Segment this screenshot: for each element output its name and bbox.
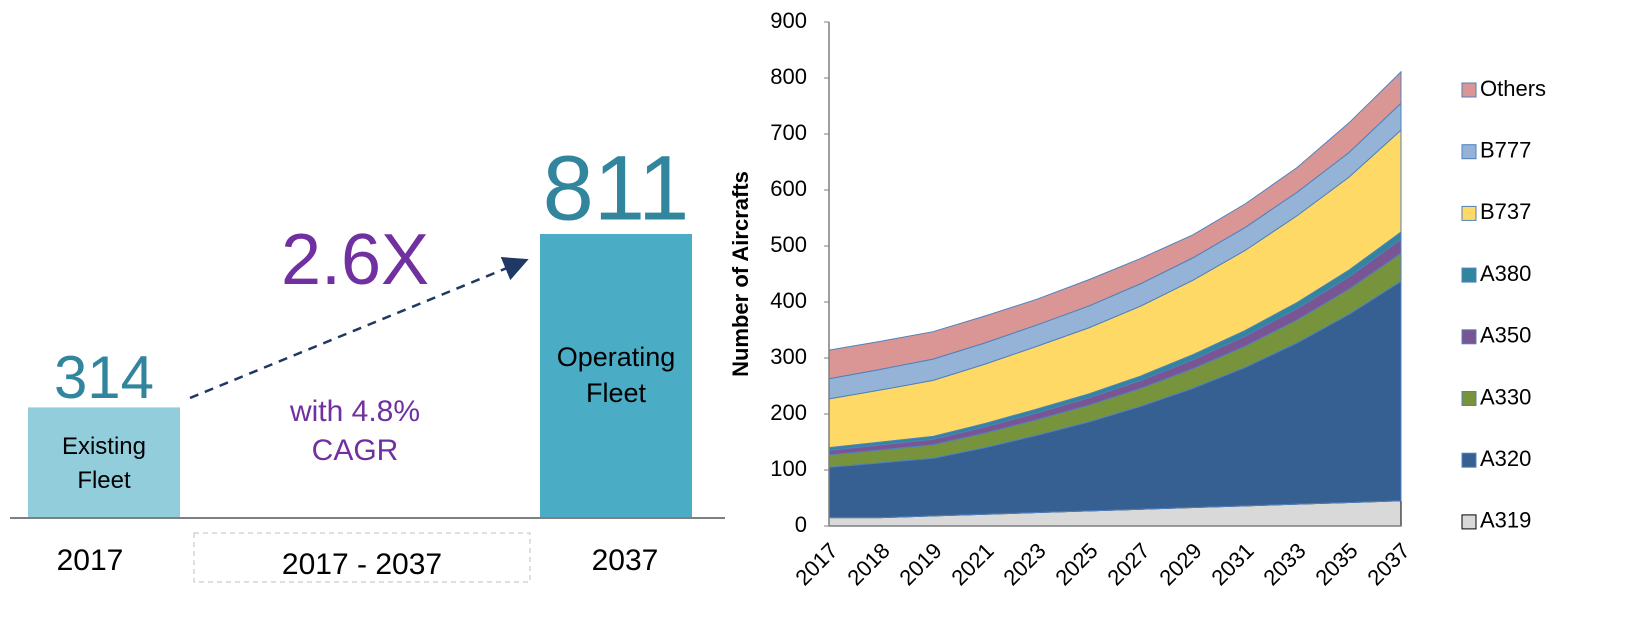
bar xyxy=(28,407,180,517)
period-box xyxy=(193,532,531,583)
x-tick-label: 2037 xyxy=(1362,538,1414,590)
y-tick-label: 300 xyxy=(770,344,807,369)
y-tick-label: 800 xyxy=(770,64,807,89)
legend-swatch xyxy=(1461,391,1477,406)
x-tick-label: 2031 xyxy=(1206,538,1258,590)
x-tick-label: 2027 xyxy=(1102,538,1154,590)
legend-label: A320 xyxy=(1480,446,1531,471)
y-tick-label: 500 xyxy=(770,232,807,257)
x-tick-label: 2023 xyxy=(998,538,1050,590)
bar-value: 314 xyxy=(54,344,154,411)
legend-swatch xyxy=(1461,452,1477,468)
legend-label: A350 xyxy=(1480,323,1531,348)
x-tick-label: 2017 xyxy=(57,544,124,577)
legend-label: A330 xyxy=(1480,384,1531,409)
x-tick-label: 2029 xyxy=(1154,538,1206,590)
y-tick-label: 400 xyxy=(770,288,807,313)
legend-swatch xyxy=(1461,144,1477,160)
bar-label: Existing Fleet xyxy=(61,433,147,494)
growth-note: with 4.8% CAGR xyxy=(289,395,421,467)
growth-arrow xyxy=(189,257,529,400)
y-tick-label: 100 xyxy=(770,456,807,481)
y-tick-label: 0 xyxy=(795,512,807,537)
x-tick-label: 2033 xyxy=(1258,538,1310,590)
legend-swatch xyxy=(1461,82,1477,98)
y-tick-label: 600 xyxy=(770,176,807,201)
legend-label: Others xyxy=(1480,76,1546,101)
multiplier: 2.6X xyxy=(281,220,429,300)
legend-swatch xyxy=(1461,205,1477,221)
bar-value: 811 xyxy=(543,138,690,240)
y-tick-label: 900 xyxy=(770,8,807,33)
bar xyxy=(540,233,692,517)
x-tick-label: 2037 xyxy=(592,544,659,577)
legend-label: B777 xyxy=(1480,138,1531,163)
legend-label: B737 xyxy=(1480,199,1531,224)
legend-swatch xyxy=(1461,514,1477,530)
x-tick-label: 2035 xyxy=(1310,538,1362,590)
x-tick-label: 2017 xyxy=(790,538,842,590)
y-axis-label: Number of Aircrafts xyxy=(728,171,753,377)
legend-label: A380 xyxy=(1480,261,1531,286)
legend-label: A319 xyxy=(1480,508,1531,533)
legend-swatch xyxy=(1461,329,1477,345)
x-tick-label: 2019 xyxy=(894,538,946,590)
x-tick-label: 2025 xyxy=(1050,538,1102,590)
legend-swatch xyxy=(1461,267,1477,283)
y-tick-label: 200 xyxy=(770,400,807,425)
x-tick-label: 2021 xyxy=(946,538,998,590)
x-tick-label: 2018 xyxy=(842,538,894,590)
y-tick-label: 700 xyxy=(770,120,807,145)
bar-label: Operating Fleet xyxy=(556,341,676,409)
period: 2017 - 2037 xyxy=(282,548,442,581)
area xyxy=(828,70,1402,380)
